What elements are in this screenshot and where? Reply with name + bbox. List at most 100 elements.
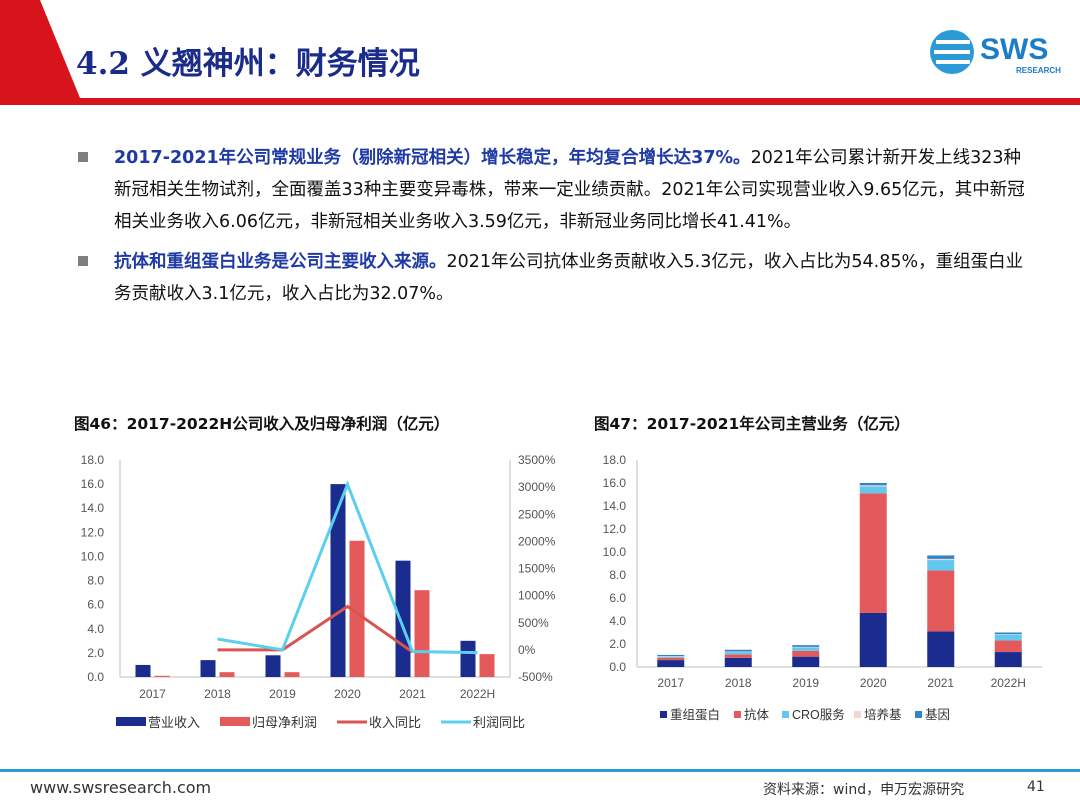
y-tick-label: 12.0 [603, 522, 627, 536]
stack-基因 [994, 632, 1022, 635]
y-tick-label: 18.0 [603, 453, 627, 467]
y-tick-label: 8.0 [609, 568, 626, 582]
y-tick-label: 4.0 [609, 614, 626, 628]
bullet-highlight: 2017-2021年公司常规业务（剔除新冠相关）增长稳定，年均复合增长达37%。 [114, 148, 751, 168]
y-tick-label: 14.0 [603, 499, 627, 513]
stack-重组蛋白 [724, 657, 752, 667]
x-tick-label: 2017 [139, 687, 166, 701]
stack-CRO服务 [859, 486, 887, 494]
bar-归母净利润 [349, 540, 365, 677]
x-tick-label: 2019 [269, 687, 296, 701]
legend-swatch [220, 717, 250, 726]
y-tick-label: 10.0 [81, 549, 105, 563]
bar-营业收入 [200, 660, 216, 677]
y2-tick-label: 2500% [518, 507, 556, 521]
y2-tick-label: -500% [518, 670, 553, 684]
line-收入同比 [217, 604, 414, 654]
page-title: 4.2 义翘神州：财务情况 [76, 46, 420, 82]
x-tick-label: 2021 [399, 687, 426, 701]
y-tick-label: 6.0 [87, 598, 104, 612]
stack-培养基 [994, 634, 1022, 635]
y2-tick-label: 1000% [518, 589, 556, 603]
bar-归母净利润 [414, 590, 430, 677]
y2-tick-label: 0% [518, 643, 536, 657]
legend-label: CRO服务 [792, 707, 845, 722]
y2-tick-label: 500% [518, 616, 549, 630]
y-tick-label: 2.0 [87, 646, 104, 660]
y-tick-label: 18.0 [81, 453, 105, 467]
bar-归母净利润 [479, 654, 495, 677]
stack-培养基 [724, 651, 752, 653]
legend-label: 归母净利润 [252, 715, 317, 730]
x-tick-label: 2022H [991, 676, 1026, 690]
legend-label: 重组蛋白 [670, 707, 720, 722]
y-tick-label: 14.0 [81, 501, 105, 515]
stack-基因 [859, 483, 887, 486]
x-tick-label: 2020 [860, 676, 887, 690]
logo-subtext: RESEARCH [1016, 66, 1061, 75]
legend-swatch [116, 717, 146, 726]
bullet-text: 2021年公司抗体业务贡献收入5.3亿元，收入占比为54.85%，重组蛋白业务贡… [114, 252, 1024, 304]
footer-source: 资料来源：wind，申万宏源研究 [763, 782, 965, 798]
stack-抗体 [859, 493, 887, 613]
y-tick-label: 16.0 [81, 477, 105, 491]
page-number: 41 [1027, 779, 1045, 795]
x-tick-label: 2018 [204, 687, 231, 701]
stack-CRO服务 [792, 647, 820, 651]
stack-重组蛋白 [657, 660, 685, 667]
chart-revenue-profit: 0.0 2.0 4.0 6.0 8.0 10.0 12.0 14.0 16.0 18.0 -500%… [81, 453, 556, 730]
legend-swatch [915, 711, 922, 718]
stack-CRO服务 [724, 652, 752, 655]
stack-基因 [927, 555, 955, 559]
stack-CRO服务 [927, 560, 955, 571]
stack-培养基 [792, 646, 820, 648]
legend-label: 营业收入 [148, 715, 200, 730]
bar-营业收入 [460, 640, 476, 677]
bar-归母净利润 [154, 675, 170, 677]
legend-label: 培养基 [864, 707, 902, 722]
legend-label: 利润同比 [473, 715, 525, 730]
bullet-item: 2017-2021年公司常规业务（剔除新冠相关）增长稳定，年均复合增长达37%。… [78, 142, 1038, 238]
stack-重组蛋白 [859, 612, 887, 667]
y-tick-label: 12.0 [81, 525, 105, 539]
x-tick-label: 2021 [927, 676, 954, 690]
sws-logo: SWS RESEARCH [930, 30, 1061, 75]
y-tick-label: 16.0 [603, 476, 627, 490]
y-tick-label: 10.0 [603, 545, 627, 559]
y-tick-label: 6.0 [609, 591, 626, 605]
legend-label: 收入同比 [369, 715, 421, 730]
chart1-title: 图46：2017-2022H公司收入及归母净利润（亿元） [74, 415, 450, 433]
y-tick-label: 0.0 [609, 660, 626, 674]
line-利润同比 [217, 480, 478, 655]
bar-营业收入 [135, 664, 151, 677]
stack-抗体 [927, 570, 955, 632]
legend-swatch [782, 711, 789, 718]
footer-url[interactable]: www.swsresearch.com [30, 778, 212, 797]
stack-培养基 [859, 485, 887, 487]
bar-营业收入 [395, 560, 411, 677]
stack-培养基 [657, 656, 685, 657]
x-tick-label: 2018 [725, 676, 752, 690]
chart2-title: 图47：2017-2021年公司主营业务（亿元） [594, 415, 910, 433]
y2-tick-label: 3000% [518, 480, 556, 494]
stack-基因 [792, 645, 820, 647]
legend-swatch [734, 711, 741, 718]
stack-重组蛋白 [927, 631, 955, 667]
y2-tick-label: 1500% [518, 562, 556, 576]
x-tick-label: 2017 [657, 676, 684, 690]
stack-CRO服务 [994, 634, 1022, 641]
stack-重组蛋白 [994, 652, 1022, 667]
bar-营业收入 [265, 655, 281, 677]
bar-营业收入 [330, 484, 346, 677]
x-tick-label: 2019 [792, 676, 819, 690]
chart-business-segments: 0.0 2.0 4.0 6.0 8.0 10.0 12.0 14.0 16.0 18.0 2017 2… [603, 453, 1042, 722]
bullet-square-icon [78, 256, 88, 266]
stack-基因 [657, 654, 685, 657]
bullet-square-icon [78, 152, 88, 162]
footer-divider [0, 769, 1080, 772]
y-tick-label: 8.0 [87, 574, 104, 588]
y-tick-label: 0.0 [87, 670, 104, 684]
bullet-highlight: 抗体和重组蛋白业务是公司主要收入来源。 [114, 252, 447, 272]
legend-swatch [660, 711, 667, 718]
legend-label: 抗体 [744, 707, 770, 722]
